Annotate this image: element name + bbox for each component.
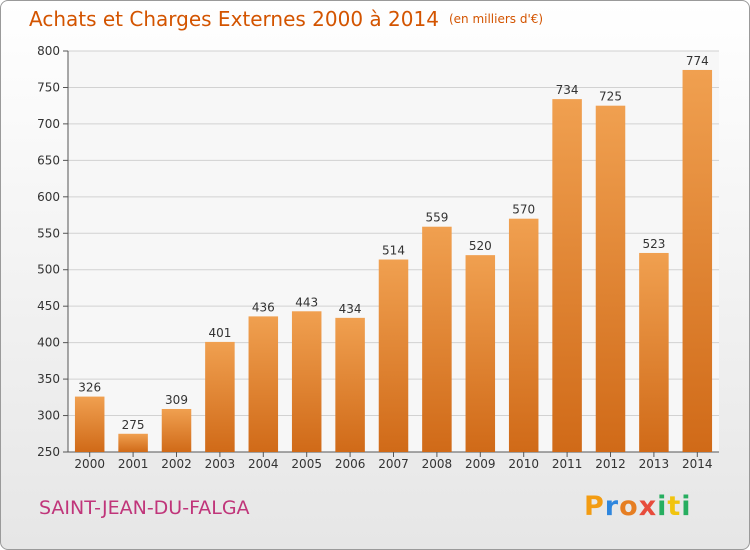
data-label: 520 bbox=[469, 239, 492, 253]
bar-2000 bbox=[74, 396, 105, 452]
data-label: 523 bbox=[642, 237, 665, 251]
x-tick-label: 2009 bbox=[465, 457, 496, 471]
commune-name: SAINT-JEAN-DU-FALGA bbox=[39, 497, 250, 519]
logo-letter: i bbox=[681, 491, 692, 522]
x-tick-label: 2006 bbox=[335, 457, 366, 471]
y-tick-label: 750 bbox=[37, 80, 60, 94]
x-tick-label: 2004 bbox=[248, 457, 279, 471]
y-tick-label: 600 bbox=[37, 190, 60, 204]
data-label: 774 bbox=[686, 54, 709, 68]
bar-2013 bbox=[639, 252, 669, 452]
proxiti-logo: Proxiti bbox=[584, 491, 692, 522]
data-label: 326 bbox=[78, 381, 101, 395]
bar-2006 bbox=[335, 317, 365, 452]
data-label: 559 bbox=[425, 211, 448, 225]
x-tick-label: 2011 bbox=[552, 457, 583, 471]
logo-letter: x bbox=[638, 491, 658, 522]
y-tick-label: 400 bbox=[37, 336, 60, 350]
x-tick-label: 2013 bbox=[639, 457, 670, 471]
bar-2011 bbox=[552, 99, 582, 453]
x-tick-label: 2012 bbox=[595, 457, 626, 471]
bar-2010 bbox=[508, 218, 539, 452]
logo-letter: t bbox=[667, 491, 682, 522]
bars bbox=[74, 69, 713, 453]
x-tick-label: 2008 bbox=[422, 457, 453, 471]
bar-2007 bbox=[378, 259, 409, 452]
y-tick-label: 450 bbox=[37, 299, 60, 313]
data-label: 275 bbox=[122, 418, 145, 432]
data-label: 570 bbox=[512, 203, 535, 217]
bar-2001 bbox=[118, 433, 148, 452]
x-tick-label: 2003 bbox=[205, 457, 236, 471]
data-label: 436 bbox=[252, 300, 275, 314]
bar-2004 bbox=[248, 316, 279, 452]
data-label: 309 bbox=[165, 393, 188, 407]
labels: 250 300 350 400 450 500 550 600 650 700 750 800 326 2… bbox=[37, 44, 712, 471]
data-label: 734 bbox=[556, 83, 579, 97]
data-label: 401 bbox=[208, 326, 231, 340]
bar-2005 bbox=[291, 311, 322, 452]
logo-letter: r bbox=[604, 491, 620, 522]
x-tick-label: 2000 bbox=[74, 457, 105, 471]
y-tick-label: 250 bbox=[37, 445, 60, 459]
chart-title: Achats et Charges Externes 2000 à 2014 (e… bbox=[29, 7, 543, 31]
bar-2002 bbox=[161, 408, 192, 452]
logo-letter: o bbox=[619, 491, 639, 522]
bar-2003 bbox=[205, 341, 235, 452]
y-tick-label: 550 bbox=[37, 226, 60, 240]
data-label: 725 bbox=[599, 90, 622, 104]
x-tick-label: 2007 bbox=[378, 457, 409, 471]
data-label: 443 bbox=[295, 295, 318, 309]
logo-letter: i bbox=[657, 491, 668, 522]
bar-2009 bbox=[465, 255, 496, 452]
unit-note: (en milliers d'€) bbox=[448, 12, 544, 26]
data-label: 434 bbox=[339, 302, 362, 316]
y-tick-label: 700 bbox=[37, 117, 60, 131]
y-tick-label: 500 bbox=[37, 263, 60, 277]
chart-title-text: Achats et Charges Externes 2000 à 2014 bbox=[29, 7, 439, 31]
x-tick-label: 2014 bbox=[682, 457, 713, 471]
y-tick-label: 650 bbox=[37, 153, 60, 167]
y-tick-label: 300 bbox=[37, 409, 60, 423]
bar-2008 bbox=[422, 226, 452, 452]
data-label: 514 bbox=[382, 244, 405, 258]
x-tick-label: 2010 bbox=[508, 457, 539, 471]
y-tick-label: 800 bbox=[37, 44, 60, 58]
x-tick-label: 2002 bbox=[161, 457, 192, 471]
logo-letter: P bbox=[584, 491, 605, 522]
y-tick-label: 350 bbox=[37, 372, 60, 386]
bar-2014 bbox=[682, 69, 713, 452]
bar-2012 bbox=[595, 105, 626, 452]
x-tick-label: 2005 bbox=[291, 457, 322, 471]
x-tick-label: 2001 bbox=[118, 457, 149, 471]
